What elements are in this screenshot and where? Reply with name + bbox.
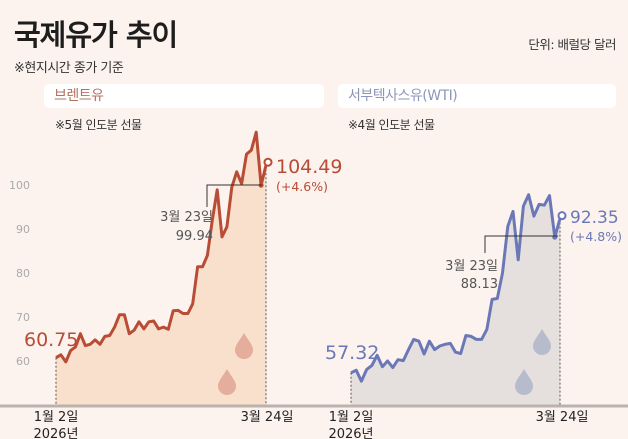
brent-chart [55,130,273,405]
wti-end-marker [557,211,567,221]
page-subtitle: ※현지시간 종가 기준 [14,61,124,76]
wti-note: ※4월 인도분 선물 [348,118,435,132]
wti-panel-title: 서부텍사스유(WTI) [338,84,616,108]
brent-note: ※5월 인도분 선물 [55,118,142,132]
brent-panel-title: 브렌트유 [44,84,324,108]
brent-line [55,130,268,364]
brent-prev-date: 3월 23일 [160,210,213,225]
brent-start-value: 60.75 [24,329,78,351]
y-axis: 100 90 80 70 60 [9,179,30,368]
brent-x-start-label: 1월 2일 [34,410,79,425]
wti-end-value: 92.35 [570,208,619,228]
brent-end-marker [263,157,273,167]
oil-drop-icon [515,369,533,395]
y-tick-label: 70 [16,311,30,324]
y-tick-label: 90 [16,223,30,236]
page-title: 국제유가 추이 [14,18,178,52]
brent-x-end-label: 3월 24일 [241,410,294,425]
brent-prev-connector [206,184,262,207]
wti-area [351,194,560,405]
wti-x-start-year: 2026년 [328,427,373,439]
brent-end-value: 104.49 [276,156,342,178]
y-tick-label: 100 [9,179,30,192]
brent-x-start-year: 2026년 [33,427,78,439]
wti-x-end-label: 3월 24일 [536,410,589,425]
y-tick-label: 80 [16,267,30,280]
brent-prev-value: 99.94 [176,229,213,244]
wti-prev-marker [552,234,558,240]
wti-chart [350,193,567,405]
unit-label: 단위: 배럴당 달러 [528,37,616,52]
oil-drop-icon [235,333,253,359]
wti-prev-date: 3월 23일 [445,259,498,274]
wti-prev-connector [484,235,558,253]
oil-drop-icon [533,329,551,355]
wti-start-value: 57.32 [325,342,379,364]
brent-end-change: (+4.6%) [276,179,328,194]
oil-drop-icon [218,369,236,395]
wti-end-change: (+4.8%) [570,229,622,244]
wti-prev-value: 88.13 [461,277,498,292]
wti-x-start-label: 1월 2일 [329,410,374,425]
brent-area [56,132,266,405]
y-tick-label: 60 [16,355,30,368]
